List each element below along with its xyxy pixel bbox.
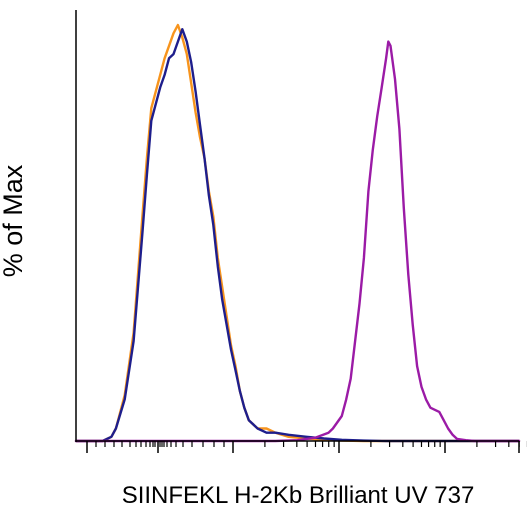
series-layer — [74, 23, 521, 443]
x-axis-label: SIINFEKL H-2Kb Brilliant UV 737 — [122, 482, 475, 509]
histogram-series-2 — [74, 28, 521, 443]
axes-layer — [75, 10, 527, 453]
histogram-series-3 — [74, 40, 521, 443]
y-axis-label: % of Max — [0, 164, 28, 277]
